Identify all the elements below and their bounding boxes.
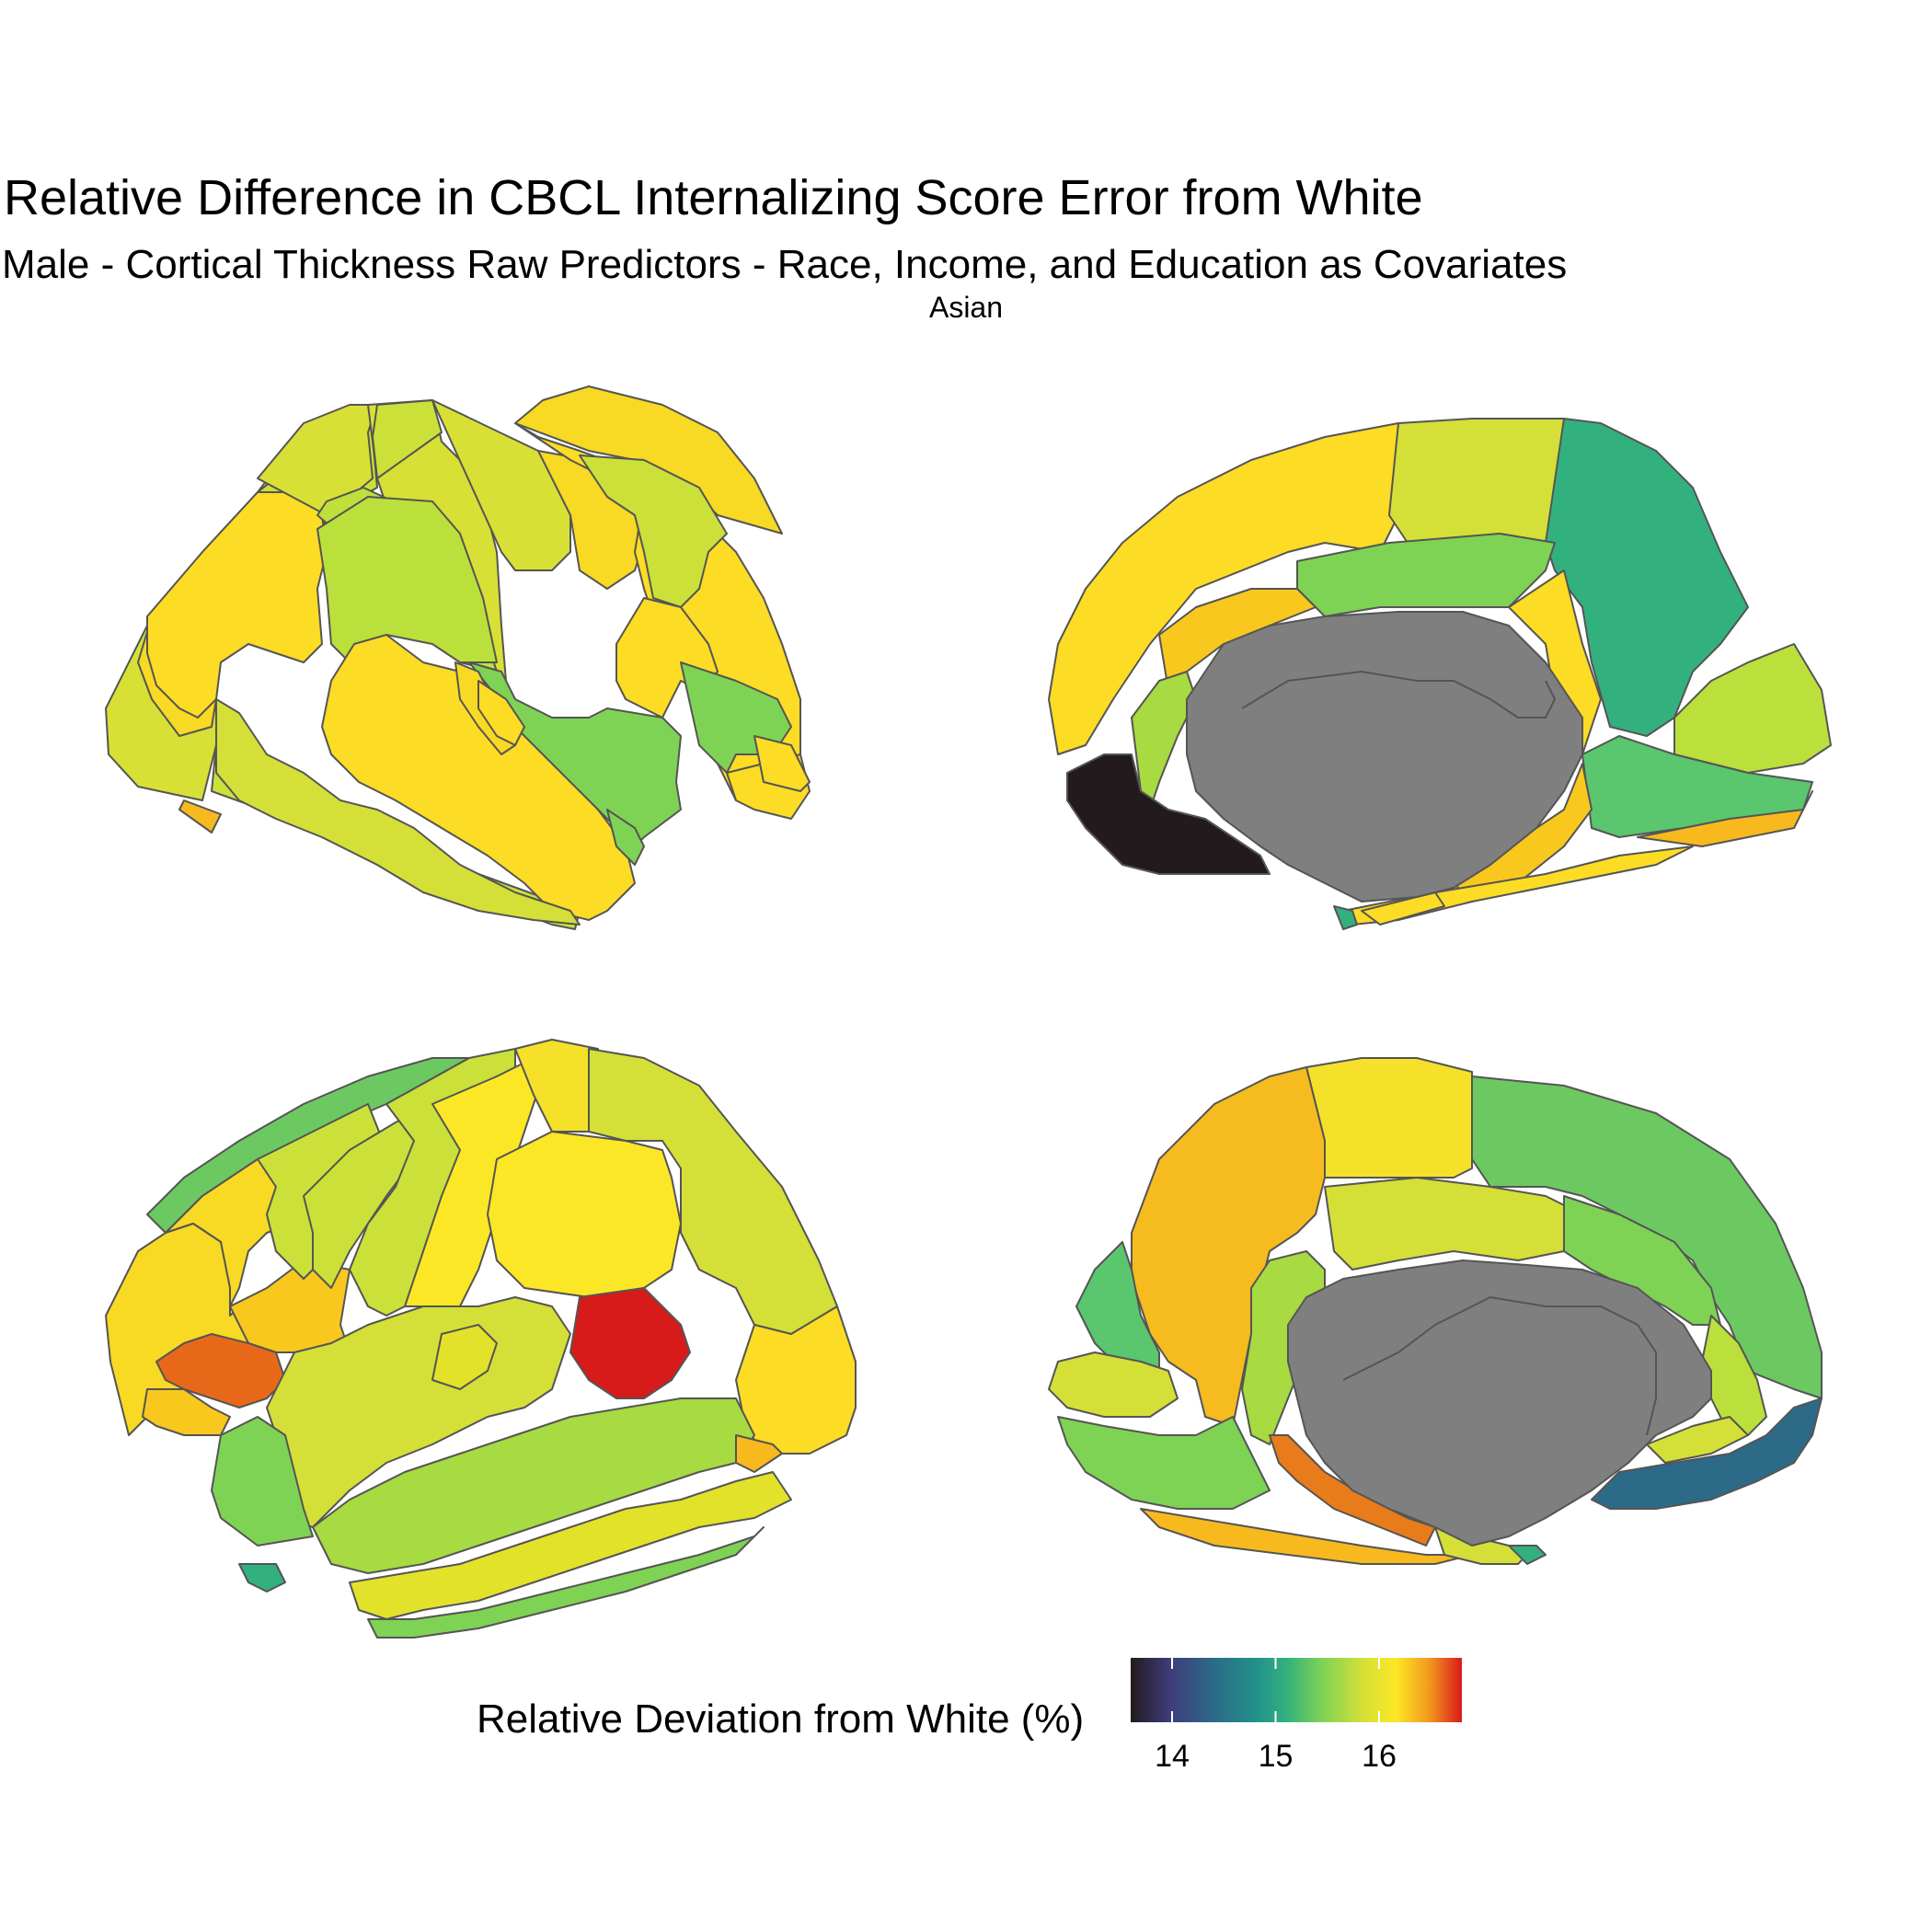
region-transverse-temporal <box>477 680 525 746</box>
region-insula-r <box>211 1416 314 1547</box>
legend-title: Relative Deviation from White (%) <box>477 1696 1085 1742</box>
left-lateral-view <box>105 385 811 930</box>
region-supramarginal <box>146 491 328 719</box>
region-entorhinal <box>1361 891 1445 926</box>
region-lateral-orbitofrontal <box>753 735 811 792</box>
facet-label: Asian <box>928 291 1004 324</box>
region-pericalcarine-r <box>1048 1351 1179 1418</box>
region-temporal-pole-medial <box>1333 905 1358 930</box>
region-lingual-edge-r <box>735 1434 783 1473</box>
medial-wall-outline <box>1241 671 1556 719</box>
region-precentral-right <box>579 454 728 608</box>
region-medial-wall-r <box>1287 1259 1712 1547</box>
region-pars-orbitalis-r <box>155 1333 286 1409</box>
region-inferior-temporal-r <box>349 1471 792 1620</box>
chart-title: Relative Difference in CBCL Internalizin… <box>4 170 1423 225</box>
region-posterior-cingulate-r <box>1324 1177 1583 1271</box>
region-temporal-pole-r-medial <box>1508 1545 1547 1565</box>
legend-colorbar <box>1131 1658 1462 1722</box>
region-paracentral-inferior-r <box>487 1131 682 1298</box>
region-caudal-anterior-cingulate-r <box>1563 1195 1721 1326</box>
region-medial-orbitofrontal <box>1066 753 1271 875</box>
chart-subtitle: Male - Cortical Thickness Raw Predictors… <box>2 242 1568 287</box>
region-middle-temporal <box>215 698 581 926</box>
region-parahippocampal-r <box>238 1563 286 1593</box>
medial-wall-outline-r <box>1342 1296 1657 1436</box>
region-fusiform-r <box>367 1526 765 1639</box>
region-paracentral-r <box>1305 1057 1473 1179</box>
region-frontal-pole-r-medial <box>1646 1416 1749 1464</box>
legend-tick-label: 14 <box>1155 1739 1190 1774</box>
region-caudal-middle-frontal-r <box>303 1103 433 1289</box>
region-pars-opercularis <box>615 597 719 719</box>
region-lingual-r <box>1057 1416 1271 1510</box>
region-medial-orbitofrontal-r <box>1591 1397 1823 1510</box>
region-paracentral-medial <box>1388 418 1565 544</box>
region-temporal-pole <box>606 809 645 866</box>
region-bankssts-r <box>569 1287 691 1399</box>
region-transverse-temporal-r <box>431 1324 498 1390</box>
left-medial-view <box>1048 418 1832 930</box>
right-lateral-view <box>105 1039 857 1639</box>
region-caudal-middle-frontal-top <box>372 399 443 479</box>
legend-tick-label: 15 <box>1258 1739 1294 1774</box>
region-lateral-orbital-edge <box>178 799 222 834</box>
region-pericalcarine-edge <box>1637 790 1813 847</box>
region-medial-wall <box>1186 611 1583 903</box>
legend-tick-label: 16 <box>1362 1739 1397 1774</box>
right-medial-view <box>1048 1057 1823 1565</box>
region-supramarginal-green <box>316 496 498 663</box>
